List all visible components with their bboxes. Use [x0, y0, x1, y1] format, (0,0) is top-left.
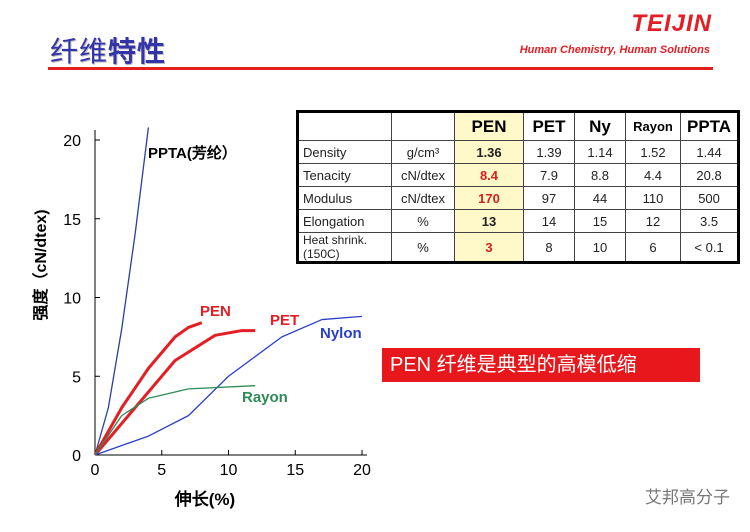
unit-cell: %	[391, 232, 455, 263]
unit-cell: %	[391, 209, 455, 233]
header-cell	[297, 111, 392, 141]
x-tick-label: 15	[286, 462, 304, 479]
value-cell: 14	[523, 209, 575, 233]
tagline: Human Chemistry, Human Solutions	[519, 44, 710, 56]
y-axis-label: 强度（cN/dtex)	[31, 209, 50, 320]
value-cell: 8.8	[574, 163, 626, 187]
series-line-3	[94, 315, 363, 456]
title-bold: 特性	[108, 36, 167, 67]
unit-cell: g/cm³	[391, 140, 455, 164]
value-cell: 6	[625, 232, 681, 263]
value-cell: 110	[625, 186, 681, 210]
value-cell: 44	[574, 186, 626, 210]
callout-banner: PEN 纤维是典型的高模低缩	[382, 348, 700, 382]
header-cell: Ny	[574, 111, 626, 141]
slide-title: 纤维特性	[50, 30, 166, 70]
properties-table: PEN PET Ny Rayon PPTA Density g/cm³ 1.36 1.…	[296, 110, 741, 264]
watermark: 艾邦高分子	[645, 488, 730, 507]
header-cell: PPTA	[679, 111, 740, 141]
x-axis-label: 伸长(%)	[174, 489, 235, 509]
table-row: Modulus cN/dtex 170 97 44 110 500	[297, 186, 740, 210]
value-cell: 1.39	[523, 140, 575, 164]
property-name: Tenacity	[297, 163, 392, 187]
series-line-2	[93, 329, 256, 456]
value-cell: 3	[454, 232, 524, 263]
value-cell: 20.8	[679, 163, 740, 187]
value-cell: 10	[574, 232, 626, 263]
teijin-logo: TEIJIN	[631, 10, 712, 37]
value-cell: 1.52	[625, 140, 681, 164]
table-row: Tenacity cN/dtex 8.4 7.9 8.8 4.4 20.8	[297, 163, 740, 187]
value-cell: 8	[523, 232, 575, 263]
series-line-1	[93, 321, 203, 456]
value-cell: 13	[454, 209, 524, 233]
y-tick-label: 20	[63, 133, 81, 150]
series-label: Rayon	[242, 389, 288, 406]
series-line-0	[94, 127, 150, 456]
series-label: PPTA(芳纶）	[148, 144, 237, 162]
value-cell: 4.4	[625, 163, 681, 187]
value-cell: 97	[523, 186, 575, 210]
unit-cell: cN/dtex	[391, 163, 455, 187]
property-name: Heat shrink.(150C)	[297, 232, 392, 263]
header-cell: PET	[523, 111, 575, 141]
unit-cell: cN/dtex	[391, 186, 455, 210]
value-cell: 1.44	[679, 140, 740, 164]
value-cell: 15	[574, 209, 626, 233]
property-name: Elongation	[297, 209, 392, 233]
value-cell: 3.5	[679, 209, 740, 233]
property-name: Modulus	[297, 186, 392, 210]
y-tick-label: 15	[63, 212, 81, 229]
title-rule	[48, 67, 713, 70]
y-tick-label: 5	[72, 369, 81, 386]
series-line-4	[94, 385, 256, 456]
series-label: PET	[270, 312, 299, 329]
property-name: Density	[297, 140, 392, 164]
table-row: Density g/cm³ 1.36 1.39 1.14 1.52 1.44	[297, 140, 740, 164]
value-cell: 7.9	[523, 163, 575, 187]
value-cell: 1.14	[574, 140, 626, 164]
table-row: Heat shrink.(150C)% 3 8 10 6 < 0.1	[297, 232, 740, 263]
x-tick-label: 0	[91, 462, 100, 479]
value-cell: 500	[679, 186, 740, 210]
value-cell: 12	[625, 209, 681, 233]
series-label: Nylon	[320, 325, 362, 342]
header-cell: Rayon	[625, 111, 681, 141]
x-tick-label: 10	[220, 462, 238, 479]
title-light: 纤维	[50, 36, 109, 67]
table-row: Elongation% 13 14 15 12 3.5	[297, 209, 740, 233]
series-label: PEN	[200, 303, 231, 320]
value-cell: 170	[454, 186, 524, 210]
x-tick-label: 20	[353, 462, 371, 479]
header-cell	[391, 111, 455, 141]
value-cell: 1.36	[454, 140, 524, 164]
x-tick-label: 5	[157, 462, 166, 479]
y-tick-label: 10	[63, 291, 81, 308]
table-header-row: PEN PET Ny Rayon PPTA	[297, 111, 740, 141]
value-cell: < 0.1	[679, 232, 740, 263]
header-cell: PEN	[454, 111, 524, 141]
value-cell: 8.4	[454, 163, 524, 187]
y-tick-label: 0	[72, 448, 81, 465]
